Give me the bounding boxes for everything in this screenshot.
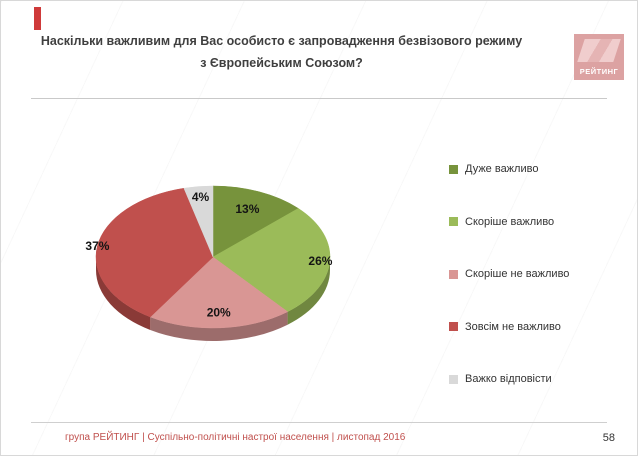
svg-text:26%: 26% — [308, 254, 332, 268]
title-divider — [31, 98, 607, 99]
legend-item: Зовсім не важливо — [449, 321, 569, 333]
footer-text: група РЕЙТИНГ | Суспільно-політичні наст… — [65, 432, 406, 443]
legend-swatch — [449, 217, 458, 226]
page-number: 58 — [602, 432, 615, 444]
rating-logo-text: РЕЙТИНГ — [579, 67, 619, 76]
legend-label: Зовсім не важливо — [465, 320, 561, 333]
legend-item: Скоріше важливо — [449, 216, 569, 228]
svg-text:4%: 4% — [192, 190, 210, 204]
legend-item: Важко відповісти — [449, 373, 569, 385]
legend-label: Скоріше не важливо — [465, 268, 570, 280]
rating-logo-art — [577, 39, 621, 62]
legend-swatch — [449, 164, 458, 174]
legend-item: Скоріше не важливо — [449, 268, 569, 280]
pie-chart: 13% 26% 20% 37% 4% — [85, 185, 333, 341]
footer-divider — [31, 422, 607, 423]
legend-swatch — [449, 322, 458, 331]
svg-text:37%: 37% — [85, 239, 109, 253]
svg-text:13%: 13% — [235, 202, 259, 216]
legend-item: Дуже важливо — [449, 163, 569, 175]
red-accent-bar — [34, 7, 41, 30]
legend-label: Дуже важливо — [465, 163, 539, 175]
legend-swatch — [449, 269, 458, 279]
rating-logo: РЕЙТИНГ — [574, 34, 624, 80]
chart-title: Наскільки важливим для Вас особисто є за… — [31, 31, 532, 75]
chart-title-line2: з Європейським Союзом? — [200, 55, 363, 70]
chart-title-line1: Наскільки важливим для Вас особисто є за… — [40, 34, 523, 48]
legend-label: Важко відповісти — [465, 373, 552, 385]
legend-swatch — [449, 374, 458, 384]
legend-label: Скоріше важливо — [465, 215, 555, 228]
svg-text:20%: 20% — [207, 305, 231, 319]
chart-legend: Дуже важливо Скоріше важливо Скоріше не ва… — [449, 163, 569, 385]
